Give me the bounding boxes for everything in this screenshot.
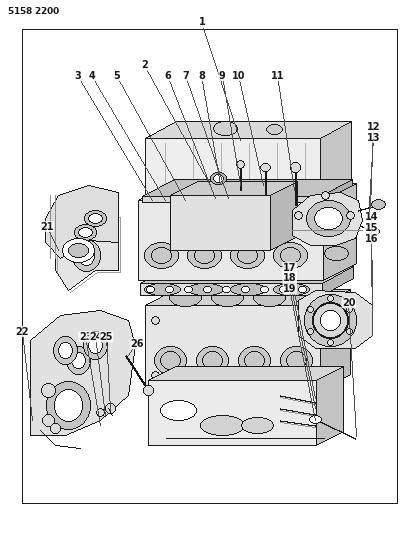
Text: 5: 5 bbox=[113, 71, 120, 80]
Text: 17: 17 bbox=[283, 263, 297, 272]
Text: 22: 22 bbox=[16, 327, 29, 336]
Text: 21: 21 bbox=[40, 222, 54, 231]
Text: 6: 6 bbox=[164, 71, 171, 80]
Text: 23: 23 bbox=[79, 332, 93, 342]
Text: 7: 7 bbox=[182, 71, 189, 80]
Text: 20: 20 bbox=[342, 298, 356, 308]
Text: 14: 14 bbox=[364, 213, 378, 222]
Text: 16: 16 bbox=[364, 234, 378, 244]
Text: 18: 18 bbox=[283, 273, 297, 283]
Text: 12: 12 bbox=[366, 122, 380, 132]
Text: 25: 25 bbox=[99, 332, 113, 342]
Text: 13: 13 bbox=[366, 133, 380, 142]
Text: 19: 19 bbox=[283, 284, 297, 294]
Text: 9: 9 bbox=[219, 71, 226, 80]
Text: 8: 8 bbox=[199, 71, 205, 80]
Text: 4: 4 bbox=[89, 71, 95, 80]
Text: 2: 2 bbox=[142, 60, 148, 70]
Text: 11: 11 bbox=[271, 71, 284, 80]
Text: 26: 26 bbox=[130, 339, 144, 349]
Text: 15: 15 bbox=[364, 223, 378, 233]
Text: 1: 1 bbox=[199, 18, 205, 27]
Text: 24: 24 bbox=[89, 332, 103, 342]
Text: 3: 3 bbox=[74, 71, 81, 80]
Text: 10: 10 bbox=[232, 71, 246, 80]
